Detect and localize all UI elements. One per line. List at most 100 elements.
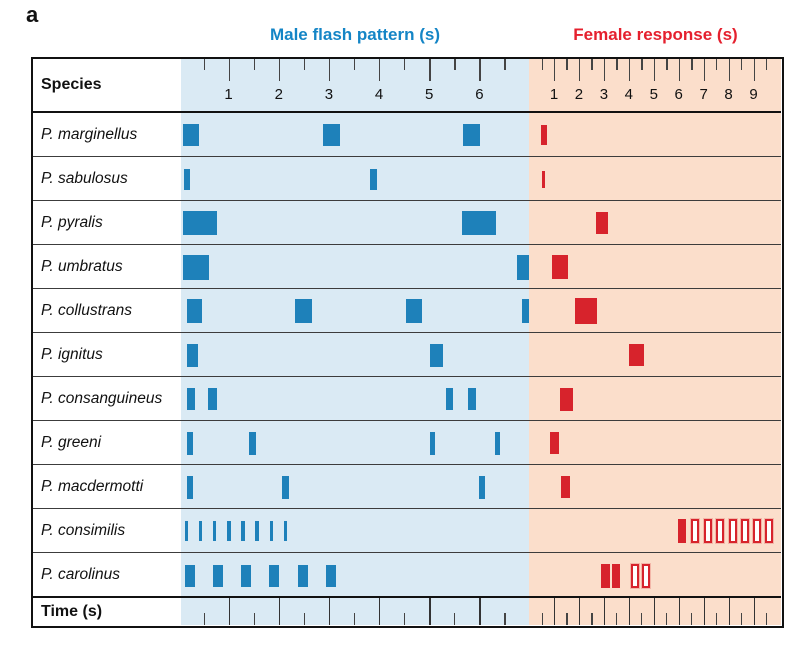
female-axis-tick-label: 8 xyxy=(724,86,733,103)
female-time-major-tick xyxy=(578,598,581,625)
species-name: P. consanguineus xyxy=(41,389,163,407)
male-flash-track xyxy=(181,245,530,288)
male-flash-track xyxy=(181,333,529,376)
female-response-bar xyxy=(541,125,547,145)
female-time-minor-tick xyxy=(616,613,618,625)
male-axis-minor-tick xyxy=(504,59,506,70)
female-time-minor-tick xyxy=(766,613,768,625)
male-flash-track xyxy=(181,421,529,464)
male-axis-tick-label: 2 xyxy=(274,86,283,103)
female-flash-track xyxy=(529,245,781,288)
species-name: P. pyralis xyxy=(41,213,103,231)
male-time-minor-tick xyxy=(203,613,205,625)
female-axis-minor-tick xyxy=(741,59,743,70)
male-time-ticks xyxy=(181,598,529,625)
female-response-bar xyxy=(611,563,620,588)
species-name-cell: P. macdermotti xyxy=(33,465,181,508)
species-name-cell: P. greeni xyxy=(33,421,181,464)
female-flash-track xyxy=(529,333,781,376)
figure-label: a xyxy=(26,2,39,27)
time-axis-row: Time (s) xyxy=(33,598,781,625)
male-time-minor-tick xyxy=(504,613,506,625)
female-axis-major-tick xyxy=(703,59,706,81)
male-flash-bar xyxy=(522,299,530,323)
female-flash-track xyxy=(529,201,781,244)
male-flash-track xyxy=(181,289,530,332)
female-axis-major-tick xyxy=(628,59,631,81)
female-time-minor-tick xyxy=(641,613,643,625)
species-name: P. greeni xyxy=(41,433,102,451)
male-flash-bar xyxy=(182,211,218,235)
female-response-bar-outline xyxy=(728,519,737,543)
female-axis-major-tick xyxy=(554,59,556,81)
male-axis-tick-label: 6 xyxy=(475,86,484,103)
female-time-major-tick xyxy=(603,598,606,625)
female-response-bar xyxy=(541,170,545,188)
female-response-bar xyxy=(601,563,610,588)
species-name-cell: P. pyralis xyxy=(33,201,181,244)
male-flash-bar xyxy=(406,299,423,323)
species-row: P. pyralis xyxy=(33,201,781,245)
male-flash-track xyxy=(181,113,529,156)
species-row: P. consanguineus xyxy=(33,377,781,421)
female-axis-tick-label: 4 xyxy=(624,86,633,103)
male-flash-track xyxy=(181,377,529,420)
male-axis-major-tick xyxy=(429,59,431,81)
male-flash-bar xyxy=(269,564,280,587)
species-rows-container: P. marginellus P. sabulosus P. pyralis P. u… xyxy=(33,113,782,598)
male-axis-major-tick xyxy=(379,59,381,81)
species-name-cell: P. marginellus xyxy=(33,113,181,156)
female-flash-track xyxy=(529,377,781,420)
female-axis-minor-tick xyxy=(641,59,643,70)
female-axis-tick-label: 5 xyxy=(649,86,658,103)
female-response-bar xyxy=(560,387,573,411)
female-response-bar-outline xyxy=(740,519,749,543)
female-time-minor-tick xyxy=(541,613,543,625)
female-time-major-tick xyxy=(678,598,681,625)
female-response-bar-outline xyxy=(641,563,650,588)
female-response-bar xyxy=(629,344,645,366)
male-axis-header: 1 2 3 4 5 6 xyxy=(181,59,529,111)
male-axis-tick-label: 5 xyxy=(425,86,434,103)
male-axis-minor-tick xyxy=(303,59,306,70)
species-name: P. marginellus xyxy=(41,125,138,143)
female-axis-minor-tick xyxy=(616,59,618,70)
female-axis-minor-tick xyxy=(716,59,718,70)
species-name-cell: P. carolinus xyxy=(33,553,181,596)
female-time-minor-tick xyxy=(716,613,718,625)
female-flash-track xyxy=(529,465,781,508)
female-time-minor-tick xyxy=(691,613,693,625)
species-name-cell: P. consanguineus xyxy=(33,377,181,420)
male-flash-track xyxy=(181,465,529,508)
species-name: P. macdermotti xyxy=(41,477,144,495)
female-axis-tick-label: 1 xyxy=(549,86,559,103)
female-flash-track xyxy=(529,553,781,596)
female-axis-tick-label: 7 xyxy=(699,86,708,103)
female-time-major-tick xyxy=(753,598,755,625)
female-flash-track xyxy=(529,113,781,156)
female-response-bar xyxy=(560,476,571,498)
species-name: P. sabulosus xyxy=(41,169,128,187)
female-axis-major-tick xyxy=(728,59,730,81)
male-flash-track xyxy=(181,201,529,244)
female-axis-major-tick xyxy=(753,59,755,81)
species-row: P. consimilis xyxy=(33,509,781,553)
male-flash-bar xyxy=(468,388,477,410)
female-axis-tick-label: 2 xyxy=(574,86,584,103)
male-flash-bar xyxy=(186,299,202,323)
female-response-bar-outline xyxy=(716,519,725,543)
female-response-bar xyxy=(549,432,560,454)
male-flash-bar xyxy=(269,521,274,541)
female-response-bar xyxy=(551,255,568,279)
male-time-major-tick xyxy=(328,598,331,625)
female-time-minor-tick xyxy=(741,613,743,625)
male-flash-bar xyxy=(463,124,481,146)
species-row: P. carolinus xyxy=(33,553,781,598)
male-flash-bar xyxy=(212,564,223,587)
male-flash-bar xyxy=(249,431,257,455)
female-time-minor-tick xyxy=(666,613,668,625)
male-flash-bar xyxy=(227,521,231,541)
female-axis-minor-tick xyxy=(591,59,593,70)
